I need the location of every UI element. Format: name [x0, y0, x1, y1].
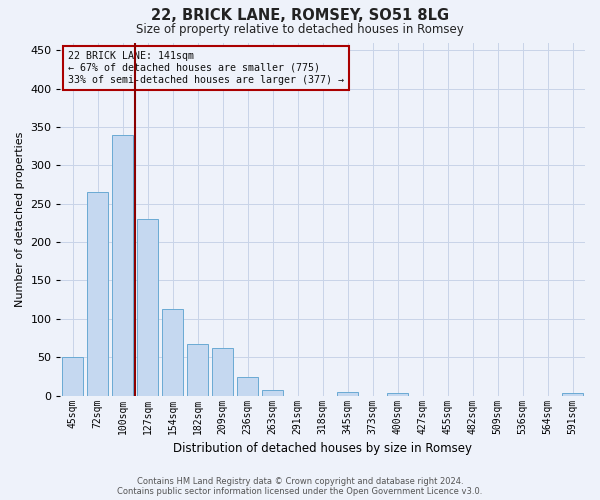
Bar — [212, 348, 233, 396]
Text: Contains HM Land Registry data © Crown copyright and database right 2024.
Contai: Contains HM Land Registry data © Crown c… — [118, 476, 482, 496]
Bar — [562, 392, 583, 396]
Bar — [137, 219, 158, 396]
Y-axis label: Number of detached properties: Number of detached properties — [15, 132, 25, 307]
Bar — [187, 344, 208, 396]
Text: 22, BRICK LANE, ROMSEY, SO51 8LG: 22, BRICK LANE, ROMSEY, SO51 8LG — [151, 8, 449, 22]
X-axis label: Distribution of detached houses by size in Romsey: Distribution of detached houses by size … — [173, 442, 472, 455]
Text: Size of property relative to detached houses in Romsey: Size of property relative to detached ho… — [136, 22, 464, 36]
Bar — [337, 392, 358, 396]
Bar — [87, 192, 108, 396]
Bar — [387, 392, 408, 396]
Bar — [262, 390, 283, 396]
Bar — [62, 358, 83, 396]
Bar — [112, 134, 133, 396]
Bar — [162, 309, 183, 396]
Text: 22 BRICK LANE: 141sqm
← 67% of detached houses are smaller (775)
33% of semi-det: 22 BRICK LANE: 141sqm ← 67% of detached … — [68, 52, 344, 84]
Bar — [237, 377, 258, 396]
